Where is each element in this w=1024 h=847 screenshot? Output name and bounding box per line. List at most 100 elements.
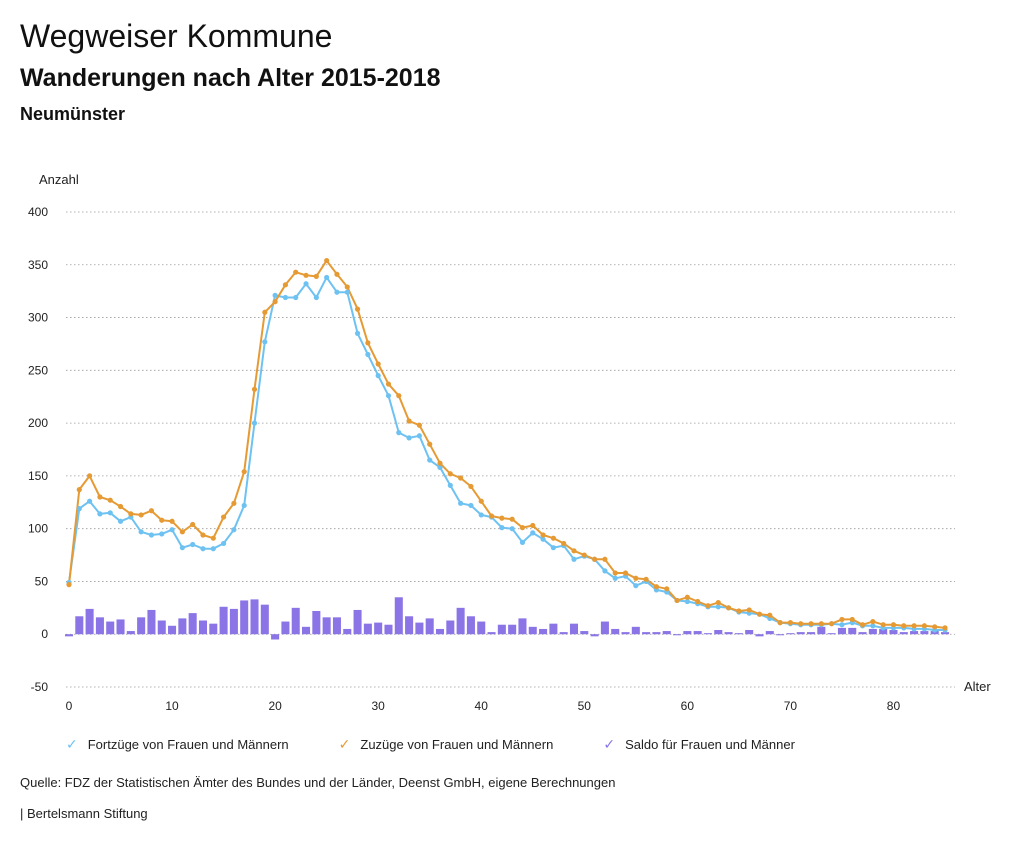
zuzuege-point — [148, 508, 155, 514]
fortzuege-point — [530, 530, 536, 536]
saldo-bar — [137, 617, 146, 635]
zuzuege-point — [324, 257, 330, 264]
zuzuege-point — [396, 393, 402, 399]
y-tick-label: 400 — [28, 205, 48, 219]
saldo-bar — [281, 621, 290, 635]
saldo-bar — [889, 630, 898, 635]
saldo-bar — [508, 624, 517, 635]
zuzuege-point — [210, 535, 216, 541]
fortzuege-point — [571, 556, 577, 562]
saldo-bar — [827, 633, 836, 635]
fortzuege-point — [241, 502, 247, 509]
zuzuege-point — [870, 618, 876, 625]
legend-item-saldo[interactable]: ✓ Saldo für Frauen und Männer — [603, 736, 795, 753]
fortzuege-point — [839, 622, 845, 628]
fortzuege-point — [375, 373, 381, 379]
x-axis-ticks: 0 10 20 30 40 50 60 70 80 — [66, 699, 901, 713]
saldo-bar — [858, 632, 867, 635]
zuzuege-point — [159, 517, 165, 523]
zuzuege-point — [416, 422, 422, 428]
fortzuege-point — [447, 482, 453, 488]
zuzuege-point — [787, 620, 794, 626]
zuzuege-point — [272, 299, 278, 305]
x-tick-label: 60 — [681, 699, 695, 713]
legend-label-saldo: Saldo für Frauen und Männer — [625, 737, 795, 752]
y-tick-label: 200 — [28, 416, 48, 430]
zuzuege-point — [365, 340, 371, 346]
saldo-bar — [662, 631, 671, 635]
zuzuege-point — [653, 584, 660, 590]
zuzuege-point — [313, 273, 319, 279]
x-axis-label: Alter — [964, 679, 991, 694]
y-axis-ticks: -50 0 50 100 150 200 250 300 350 400 — [28, 205, 48, 694]
zuzuege-point — [674, 597, 680, 604]
zuzuege-point — [571, 548, 577, 554]
saldo-bar — [631, 626, 640, 635]
x-tick-label: 0 — [66, 699, 73, 713]
zuzuege-point — [725, 605, 732, 611]
fortzuege-point — [262, 339, 268, 345]
saldo-bar — [384, 624, 393, 635]
fortzuege-point — [190, 541, 196, 548]
fortzuege-point — [396, 430, 402, 436]
zuzuege-point — [488, 513, 495, 519]
saldo-bar — [64, 634, 74, 637]
saldo-bar — [734, 633, 743, 635]
saldo-bar — [600, 621, 609, 635]
fortzuege-point — [633, 583, 639, 589]
saldo-bar — [528, 626, 537, 635]
zuzuege-point — [746, 607, 752, 613]
zuzuege-point — [530, 522, 536, 529]
fortzuege-point — [324, 274, 330, 281]
fortzuege-point — [385, 393, 392, 399]
zuzuege-point — [499, 515, 505, 521]
saldo-bar — [580, 631, 589, 635]
x-tick-label: 40 — [475, 699, 489, 713]
checkmark-icon: ✓ — [338, 736, 351, 752]
zuzuege-point — [756, 611, 763, 617]
saldo-bar — [219, 606, 228, 635]
fortzuege-point — [427, 457, 433, 463]
fortzuege-point — [179, 545, 185, 551]
zuzuege-point — [901, 623, 907, 629]
saldo-bar — [291, 607, 300, 635]
zuzuege-point — [117, 503, 124, 510]
fortzuege-point — [437, 464, 443, 471]
legend-item-fortzuege[interactable]: ✓ Fortzüge von Frauen und Männern — [66, 736, 289, 753]
zuzuege-point — [550, 535, 556, 541]
saldo-bar — [765, 631, 774, 635]
checkmark-icon: ✓ — [603, 736, 616, 752]
saldo-bar — [405, 616, 414, 635]
fortzuege-point — [117, 518, 124, 524]
saldo-bar — [569, 623, 579, 635]
saldo-bar — [745, 630, 754, 635]
saldo-bar — [168, 625, 177, 635]
fortzuege-point — [231, 527, 237, 533]
saldo-bar — [363, 623, 372, 635]
saldo-bar — [435, 628, 445, 635]
saldo-bar — [353, 609, 362, 635]
zuzuege-point — [447, 471, 453, 477]
zuzuege-point — [385, 381, 392, 387]
legend-item-zuzuege[interactable]: ✓ Zuzüge von Frauen und Männern — [339, 736, 554, 753]
zuzuege-point — [251, 386, 258, 392]
gridlines — [66, 211, 955, 688]
zuzuege-point — [612, 570, 618, 576]
saldo-bar — [374, 622, 383, 635]
fortzuege-point — [715, 604, 721, 610]
saldo-bar — [807, 632, 816, 635]
saldo-bar — [157, 620, 166, 635]
saldo-bar — [415, 622, 424, 635]
zuzuege-point — [880, 622, 886, 628]
saldo-bar — [879, 628, 888, 635]
saldo-bar — [260, 604, 269, 635]
zuzuege-point — [561, 540, 567, 547]
zuzuege-point — [66, 582, 72, 588]
publisher-note: | Bertelsmann Stiftung — [20, 806, 148, 821]
saldo-bar — [188, 613, 197, 635]
saldo-bar — [477, 621, 486, 635]
fortzuege-point — [138, 529, 144, 535]
saldo-bar — [611, 628, 620, 635]
fortzuege-point — [76, 506, 82, 512]
zuzuege-point — [921, 623, 927, 629]
